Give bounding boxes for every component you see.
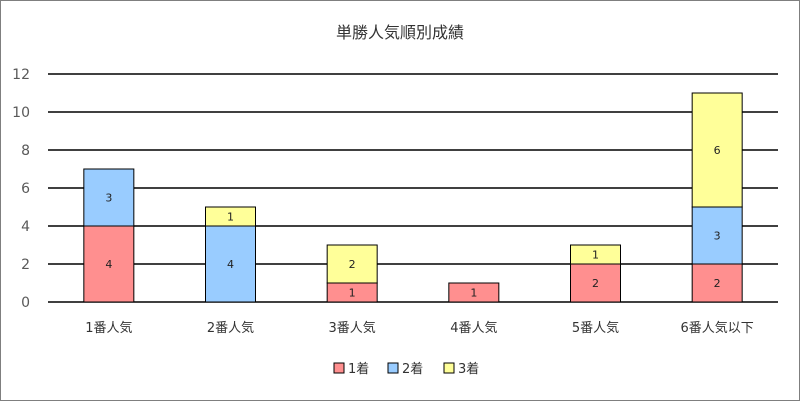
data-label: 2	[592, 277, 599, 290]
gridlines	[48, 73, 778, 303]
bar-segment	[691, 263, 743, 303]
y-tick-label: 2	[21, 257, 30, 273]
y-tick-label: 4	[21, 219, 30, 235]
data-label: 1	[349, 287, 356, 300]
legend-swatch	[443, 362, 455, 374]
legend-swatch	[387, 362, 399, 374]
y-tick-label: 6	[21, 181, 30, 197]
chart-title: 単勝人気順別成績	[336, 23, 464, 42]
x-tick-label: 2番人気	[207, 320, 254, 336]
bar-segment	[691, 92, 743, 208]
y-tick-label: 8	[21, 143, 30, 159]
bar-segment	[83, 225, 135, 303]
x-tick-label: 3番人気	[329, 320, 376, 336]
x-tick-label: 6番人気以下	[681, 320, 754, 336]
bar-segment	[205, 225, 256, 303]
y-axis: 0 2 4 6 8 10 12	[12, 67, 30, 311]
bar-segment	[83, 168, 135, 227]
x-tick-label: 4番人気	[450, 320, 497, 336]
data-label: 3	[105, 192, 112, 205]
legend: 1着 2着 3着	[333, 361, 479, 377]
y-tick-label: 12	[12, 67, 30, 83]
y-tick-label: 10	[12, 105, 30, 121]
data-label: 1	[592, 249, 599, 262]
data-label: 1	[470, 287, 477, 300]
data-label: 2	[714, 277, 721, 290]
legend-label: 2着	[402, 361, 423, 377]
x-tick-label: 5番人気	[572, 320, 619, 336]
data-label: 4	[227, 258, 234, 271]
legend-label: 3着	[458, 361, 479, 377]
data-label: 6	[714, 144, 721, 157]
bar-segment	[448, 282, 500, 303]
legend-swatch	[333, 362, 345, 374]
x-axis: 1番人気 2番人気 3番人気 4番人気 5番人気 6番人気以下	[85, 320, 754, 336]
bar-segment	[205, 206, 256, 227]
bar-segment	[570, 263, 621, 303]
bar-segment	[326, 244, 378, 284]
legend-label: 1着	[348, 361, 369, 377]
data-label: 4	[105, 258, 112, 271]
data-label: 1	[227, 211, 234, 224]
bar-segment	[570, 244, 621, 265]
y-tick-label: 0	[21, 295, 30, 311]
data-label: 2	[349, 258, 356, 271]
data-label: 3	[714, 230, 721, 243]
bars: 4 3 4 1 1 2 1 2 1 2 3 6	[83, 92, 743, 303]
x-tick-label: 1番人気	[85, 320, 132, 336]
bar-segment	[691, 206, 743, 265]
